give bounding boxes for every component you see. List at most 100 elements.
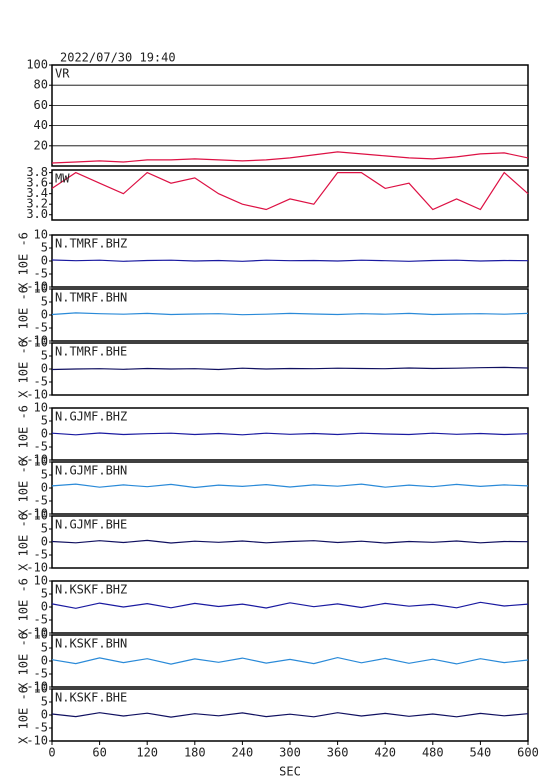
y-tick-label: 60	[34, 98, 48, 112]
trace	[51, 539, 529, 544]
y-tick-label: 3.2	[26, 197, 48, 211]
y-tick-label: -10	[26, 453, 48, 467]
x-tick-label: 120	[136, 746, 158, 760]
y-tick-label: -5	[34, 494, 48, 508]
y-tick-label: 0	[41, 535, 48, 549]
y-tick-label: 80	[34, 78, 48, 92]
y-axis-label: X 10E -6	[17, 405, 31, 463]
y-axis-label: X 10E -6	[17, 686, 31, 744]
panel-label: N.KSKF.BHZ	[55, 583, 127, 597]
y-axis-label: X 10E -6	[17, 632, 31, 690]
y-tick-label: -5	[34, 548, 48, 562]
x-tick-label: 60	[92, 746, 106, 760]
x-tick-label: 420	[374, 746, 396, 760]
y-tick-label: 0	[41, 254, 48, 268]
x-tick-label: 180	[184, 746, 206, 760]
panel-frame	[51, 634, 529, 688]
x-tick-label: 0	[48, 746, 55, 760]
y-tick-label: 5	[41, 295, 48, 309]
x-tick-label: 300	[279, 746, 301, 760]
y-tick-label: -5	[34, 721, 48, 735]
y-tick-label: 5	[41, 241, 48, 255]
panel-label: N.GJMF.BHZ	[55, 410, 127, 424]
trace	[51, 712, 529, 718]
y-tick-label: -10	[26, 680, 48, 694]
y-tick-label: -10	[26, 388, 48, 402]
y-tick-label: -5	[34, 440, 48, 454]
trace	[51, 259, 529, 262]
y-tick-label: 10	[34, 336, 48, 350]
panel-frame	[51, 234, 529, 288]
y-tick-label: 0	[41, 600, 48, 614]
y-axis-label: X 10E -6	[17, 578, 31, 636]
y-tick-label: 5	[41, 414, 48, 428]
y-axis-label: X 10E -6	[17, 513, 31, 571]
panel-label: N.KSKF.BHE	[55, 691, 127, 705]
y-tick-label: 0	[41, 654, 48, 668]
trace	[51, 656, 529, 665]
trace	[51, 171, 529, 211]
y-tick-label: 3.0	[26, 207, 48, 221]
y-tick-label: 5	[41, 522, 48, 536]
y-tick-label: 5	[41, 641, 48, 655]
x-tick-label: 480	[422, 746, 444, 760]
y-tick-label: 0	[41, 308, 48, 322]
y-tick-label: 10	[34, 628, 48, 642]
y-tick-label: 5	[41, 468, 48, 482]
y-tick-label: -5	[34, 267, 48, 281]
y-tick-label: 100	[26, 58, 48, 72]
y-tick-label: -5	[34, 375, 48, 389]
y-tick-label: 10	[34, 228, 48, 242]
panel-label: MW	[55, 172, 70, 186]
trace	[51, 366, 529, 371]
y-tick-label: 0	[41, 708, 48, 722]
y-tick-label: 0	[41, 481, 48, 495]
y-tick-label: -10	[26, 507, 48, 521]
y-tick-label: 5	[41, 695, 48, 709]
panel-label: N.GJMF.BHN	[55, 464, 127, 478]
y-tick-label: 0	[41, 362, 48, 376]
panel-label: N.TMRF.BHZ	[55, 237, 127, 251]
trace	[51, 483, 529, 489]
panel-frame	[51, 288, 529, 342]
y-tick-label: 0	[41, 427, 48, 441]
y-tick-label: -10	[26, 626, 48, 640]
y-tick-label: 3.4	[26, 186, 48, 200]
y-tick-label: 20	[34, 138, 48, 152]
panel-label: N.GJMF.BHE	[55, 518, 127, 532]
y-tick-label: 10	[34, 574, 48, 588]
x-tick-label: 360	[327, 746, 349, 760]
trace	[51, 432, 529, 436]
y-tick-label: -10	[26, 734, 48, 748]
y-tick-label: 3.6	[26, 176, 48, 190]
y-tick-label: 10	[34, 682, 48, 696]
y-tick-label: -10	[26, 334, 48, 348]
y-tick-label: -10	[26, 561, 48, 575]
trace	[51, 312, 529, 316]
y-axis-label: X 10E -6	[17, 340, 31, 398]
y-tick-label: 10	[34, 455, 48, 469]
x-tick-label: 240	[232, 746, 254, 760]
y-tick-label: 10	[34, 282, 48, 296]
y-tick-label: -5	[34, 667, 48, 681]
panel-label: VR	[55, 67, 70, 81]
y-tick-label: 10	[34, 401, 48, 415]
panel-label: N.TMRF.BHE	[55, 345, 127, 359]
x-tick-label: 540	[470, 746, 492, 760]
y-tick-label: 40	[34, 118, 48, 132]
panel-label: N.TMRF.BHN	[55, 291, 127, 305]
panel-frame	[51, 461, 529, 515]
y-tick-label: 3.8	[26, 165, 48, 179]
panel-frame	[51, 169, 529, 221]
panel-frame	[51, 64, 529, 167]
y-tick-label: 5	[41, 587, 48, 601]
y-tick-label: 5	[41, 349, 48, 363]
y-axis-label: X 10E -6	[17, 232, 31, 290]
trace	[51, 601, 529, 609]
y-tick-label: -5	[34, 321, 48, 335]
panel-label: N.KSKF.BHN	[55, 637, 127, 651]
y-axis-label: X 10E -6	[17, 459, 31, 517]
trace	[51, 151, 529, 164]
